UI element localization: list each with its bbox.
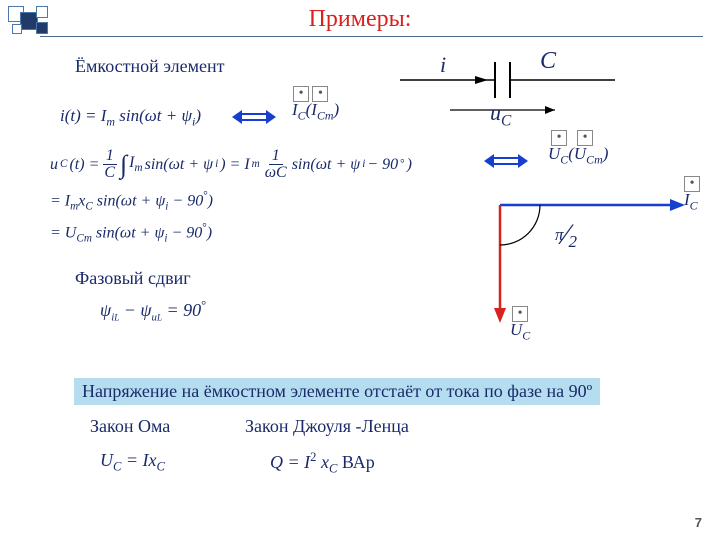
phasor-UC-label: •UC	[510, 320, 530, 343]
eq-phasor-IC: •IC(•ICm)	[292, 100, 339, 123]
circuit-uC-label: uC	[490, 100, 511, 130]
title-underline	[40, 36, 703, 37]
double-arrow-1	[232, 108, 276, 128]
eq-phasor-UC: •UC(•UCm)	[548, 144, 608, 167]
phase-shift-eq: ψiL − ψuL = 90°	[100, 298, 206, 324]
eq-i-t: i(t) = Im sin(ωt + ψi)	[60, 106, 201, 129]
page-number: 7	[695, 515, 702, 530]
highlight-statement: Напряжение на ёмкостном элементе отстаёт…	[74, 378, 600, 405]
angle-label: π⁄2	[555, 218, 577, 252]
heading: Ёмкостной элемент	[75, 56, 225, 77]
phase-shift-label: Фазовый сдвиг	[75, 268, 191, 289]
ohm-law-label: Закон Ома	[90, 416, 170, 437]
double-arrow-2	[484, 152, 528, 172]
capacitor-circuit	[390, 50, 670, 130]
eq-uC-t: uC(t) = 1 C ∫ Im sin(ωt + ψi ) = Im 1 ωC…	[50, 148, 412, 244]
joule-law-eq: Q = I2 xC ВАр	[270, 450, 375, 477]
circuit-C-label: C	[540, 48, 556, 75]
joule-law-label: Закон Джоуля -Ленца	[245, 416, 409, 437]
phasor-IC-label: •IC	[684, 190, 698, 213]
circuit-i-label: i	[440, 52, 446, 78]
page-title: Примеры:	[0, 6, 720, 33]
ohm-law-eq: UC = IxC	[100, 450, 165, 475]
